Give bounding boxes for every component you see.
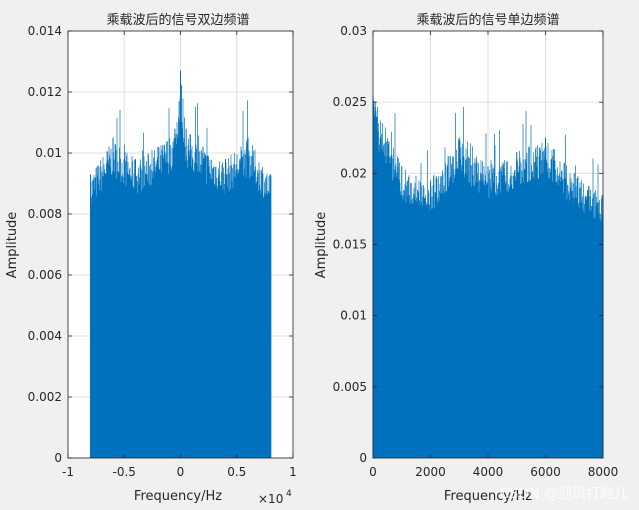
y-tick-label: 0.014 xyxy=(28,24,62,38)
y-tick-label: 0.02 xyxy=(340,166,367,180)
y-tick-label: 0.005 xyxy=(333,380,367,394)
y-tick-label: 0.012 xyxy=(28,85,62,99)
y-tick-label: 0 xyxy=(359,451,367,465)
y-tick-label: 0.015 xyxy=(333,238,367,252)
x-tick-label: 0 xyxy=(369,465,377,479)
watermark: CSDN @迎风打盹儿 xyxy=(500,485,628,502)
y-tick-label: 0.002 xyxy=(28,390,62,404)
y-tick-label: 0.025 xyxy=(333,95,367,109)
double-sided-spectrum-axes: 乘载波后的信号双边频谱 Frequency/Hz Amplitude ×10 4… xyxy=(5,12,297,506)
x-tick-label: 6000 xyxy=(530,465,561,479)
y-tick-label: 0.004 xyxy=(28,329,62,343)
chart-title-single: 乘载波后的信号单边频谱 xyxy=(416,12,559,28)
x-axis-exponent-base: ×10 xyxy=(258,492,283,506)
single-sided-spectrum-axes: 乘载波后的信号单边频谱 Frequency/Hz Amplitude 0 2000… xyxy=(314,12,618,504)
x-tick-label: -1 xyxy=(62,465,74,479)
x-tick-label: 1 xyxy=(289,465,297,479)
y-tick-label: 0.01 xyxy=(35,146,62,160)
x-tick-label: 0 xyxy=(177,465,185,479)
x-tick-label: 0.5 xyxy=(227,465,246,479)
x-axis-label-double: Frequency/Hz xyxy=(134,489,222,504)
y-axis-label-double: Amplitude xyxy=(5,212,20,279)
y-tick-label: 0.006 xyxy=(28,268,62,282)
chart-title-double: 乘载波后的信号双边频谱 xyxy=(106,12,249,28)
y-tick-label: 0.03 xyxy=(340,24,367,38)
x-tick-label: 4000 xyxy=(473,465,504,479)
y-tick-label: 0.008 xyxy=(28,207,62,221)
y-tick-label: 0 xyxy=(54,451,62,465)
x-axis-exponent-power: 4 xyxy=(286,489,292,499)
x-tick-label: 2000 xyxy=(415,465,446,479)
x-tick-label: 8000 xyxy=(588,465,619,479)
x-tick-label: -0.5 xyxy=(113,465,136,479)
y-tick-label: 0.01 xyxy=(340,309,367,323)
x-axis-label-single: Frequency/Hz xyxy=(444,489,532,504)
y-axis-label-single: Amplitude xyxy=(314,212,329,279)
